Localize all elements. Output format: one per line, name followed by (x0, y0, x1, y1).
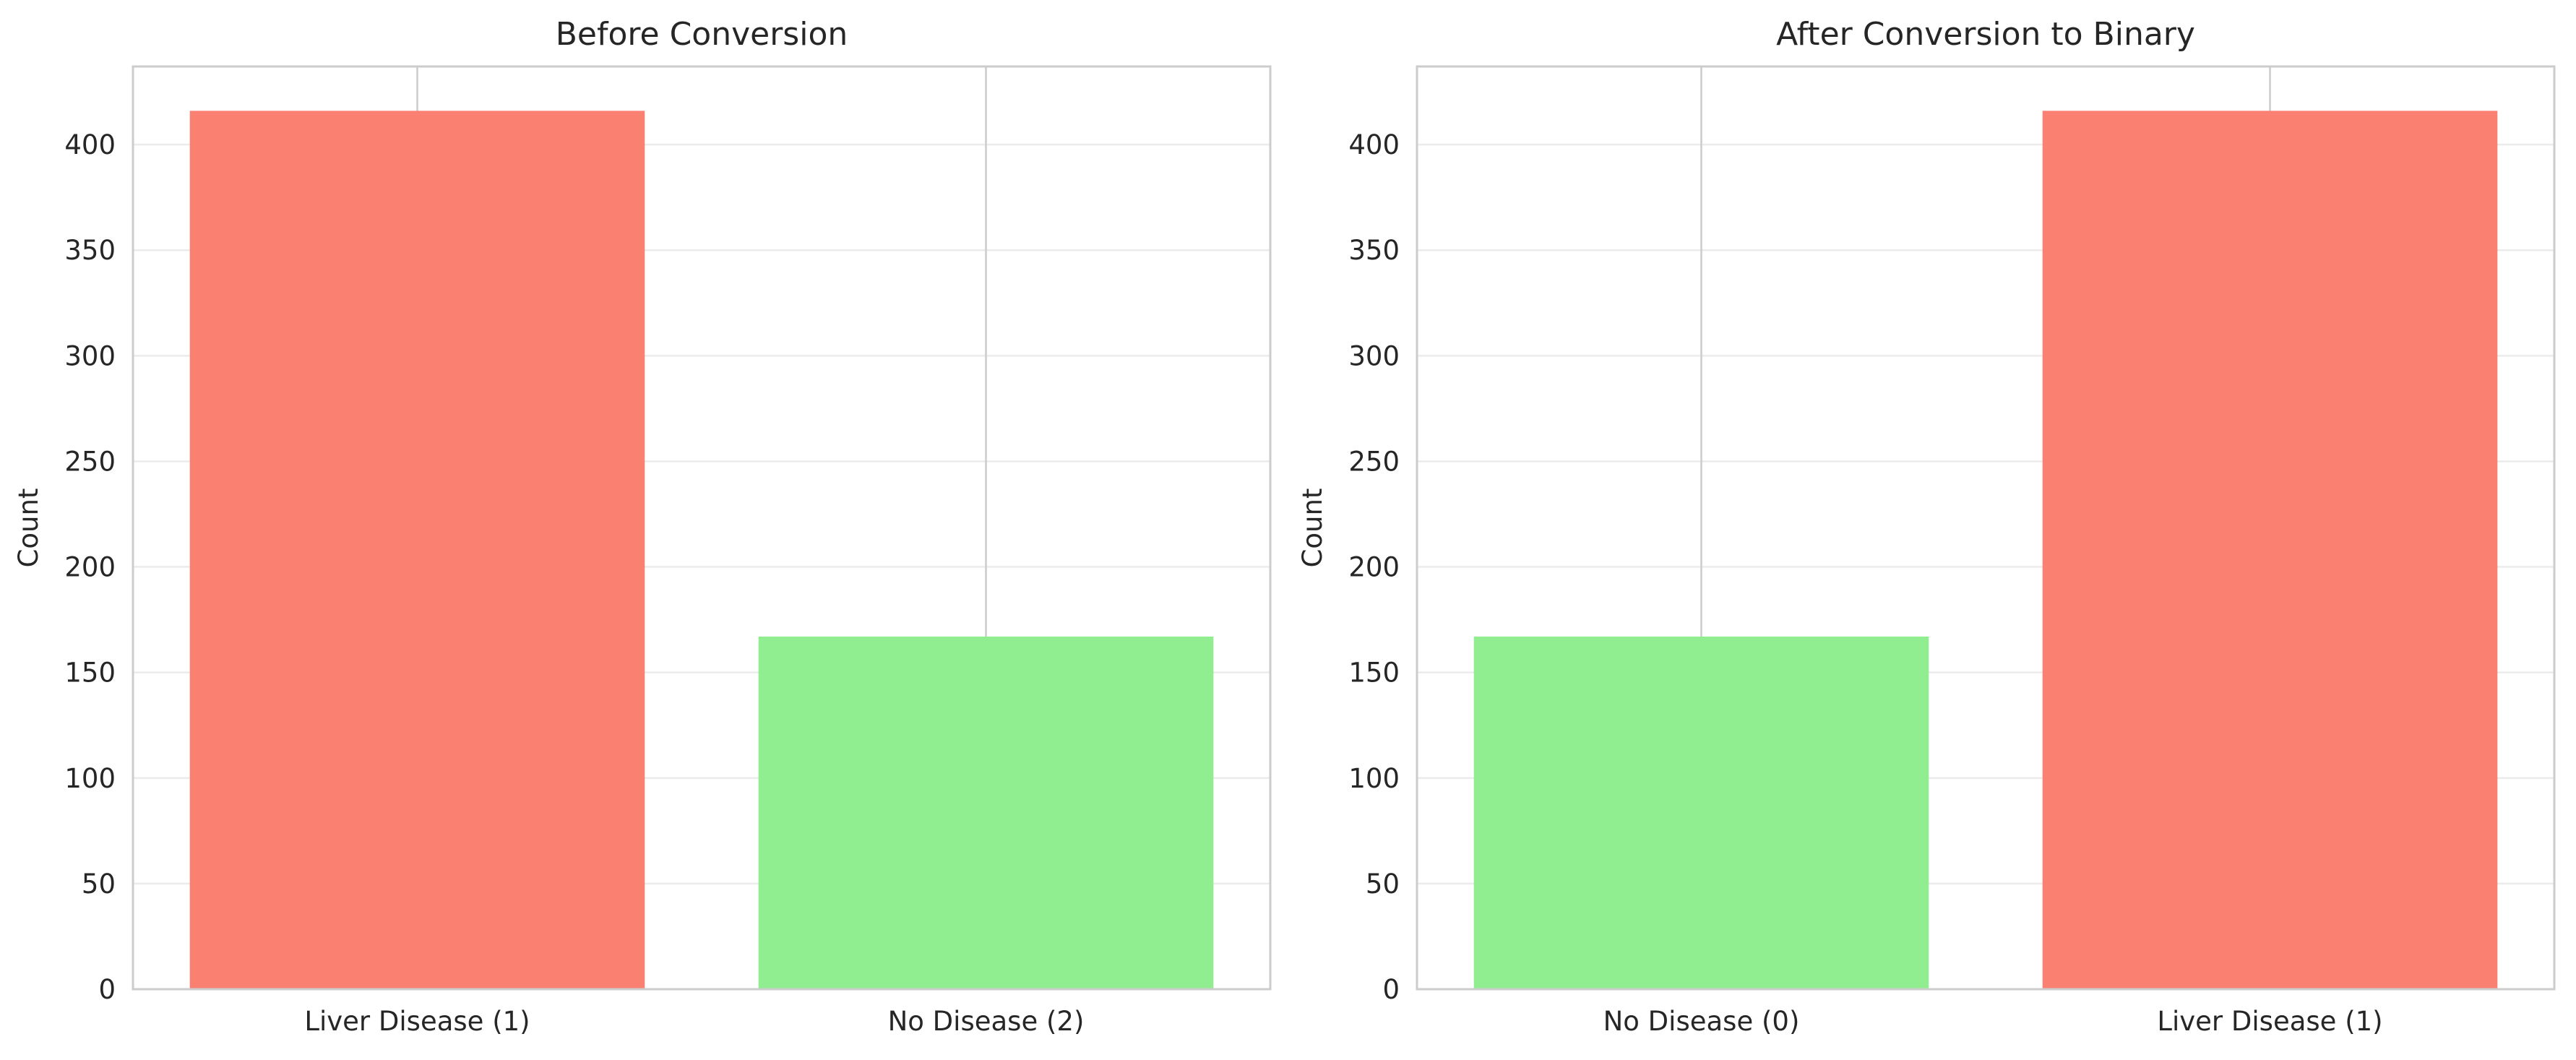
y-tick-label: 0 (98, 974, 116, 1005)
x-tick-label: No Disease (0) (1603, 1006, 1800, 1037)
y-tick-label: 400 (1348, 129, 1400, 160)
y-tick-label: 150 (64, 658, 116, 689)
chart-title: Before Conversion (556, 16, 848, 53)
x-tick-label: Liver Disease (1) (2157, 1006, 2382, 1037)
y-tick-label: 200 (64, 552, 116, 583)
y-tick-label: 150 (1348, 658, 1400, 689)
y-tick-label: 350 (64, 235, 116, 266)
y-tick-label: 250 (64, 446, 116, 477)
x-tick-label: No Disease (2) (888, 1006, 1085, 1037)
y-tick-label: 100 (1348, 763, 1400, 794)
y-tick-label: 300 (1348, 340, 1400, 371)
y-tick-label: 50 (82, 869, 116, 900)
bar-2 (2042, 111, 2498, 990)
plot-frame (132, 65, 1272, 991)
y-tick-label: 0 (1382, 974, 1400, 1005)
bar-1 (1473, 636, 1929, 989)
y-axis-label: Count (13, 488, 44, 568)
y-tick-label: 100 (64, 763, 116, 794)
y-tick-label: 350 (1348, 235, 1400, 266)
y-axis-label: Count (1297, 488, 1328, 568)
plot-frame (1416, 65, 2556, 991)
y-tick-label: 200 (1348, 552, 1400, 583)
y-tick-label: 400 (64, 129, 116, 160)
y-tick-label: 250 (1348, 446, 1400, 477)
x-tick-label: Liver Disease (1) (304, 1006, 530, 1037)
y-tick-label: 50 (1366, 869, 1400, 900)
bar-2 (758, 636, 1214, 989)
y-tick-label: 300 (64, 340, 116, 371)
bar-1 (189, 111, 645, 990)
chart-title: After Conversion to Binary (1776, 16, 2195, 53)
